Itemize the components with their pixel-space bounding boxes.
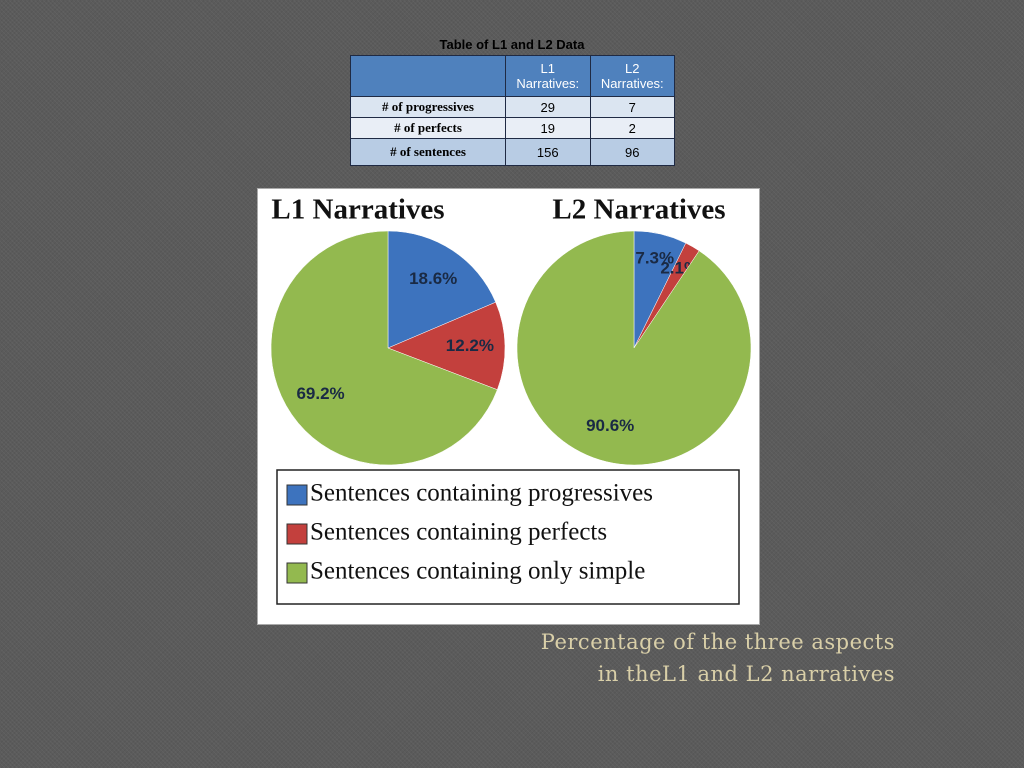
pie-title: L2 Narratives	[552, 194, 725, 226]
row-label: # of perfects	[350, 117, 506, 139]
data-label: 90.6%	[586, 416, 634, 435]
caption-line: in theL1 and L2 narratives	[597, 662, 895, 686]
header-cell: L1 Narratives:	[505, 55, 591, 97]
data-label: 12.2%	[446, 336, 494, 355]
header-cell: L2 Narratives:	[589, 55, 675, 97]
row-label: # of progressives	[350, 96, 506, 118]
legend-box	[276, 469, 740, 605]
data-label: 69.2%	[296, 384, 344, 403]
legend-swatch	[286, 562, 308, 584]
legend-label: Sentences containing only simple	[310, 558, 645, 585]
pie-slice	[516, 230, 752, 466]
data-table: L1 Narratives: L2 Narratives: # of progr…	[350, 55, 675, 166]
legend-label: Sentences containing progressives	[310, 480, 653, 507]
table-title: Table of L1 and L2 Data	[439, 37, 585, 52]
table-cell: 156	[505, 138, 591, 166]
caption: Percentage of the three aspects in theL1…	[541, 626, 895, 690]
caption-line: Percentage of the three aspects	[540, 630, 895, 654]
table-cell: 7	[589, 96, 675, 118]
data-label: 7.3%	[635, 249, 674, 268]
table-cell: 29	[505, 96, 591, 118]
pie-slice	[387, 230, 496, 349]
pie-title: L1 Narratives	[271, 194, 444, 226]
pie-slice	[387, 301, 506, 391]
legend-swatch	[286, 523, 308, 545]
table-cell: 2	[589, 117, 675, 139]
header-cell	[350, 55, 506, 97]
pie-slice	[270, 230, 498, 466]
chart-image: L1 Narratives 18.6% 12.2% 69.2% L2 Narrative…	[257, 188, 760, 625]
row-label: # of sentences	[350, 138, 506, 166]
table-cell: 96	[589, 138, 675, 166]
data-label: 18.6%	[409, 269, 457, 288]
legend-label: Sentences containing perfects	[310, 519, 607, 546]
legend-swatch	[286, 484, 308, 506]
table-cell: 19	[505, 117, 591, 139]
